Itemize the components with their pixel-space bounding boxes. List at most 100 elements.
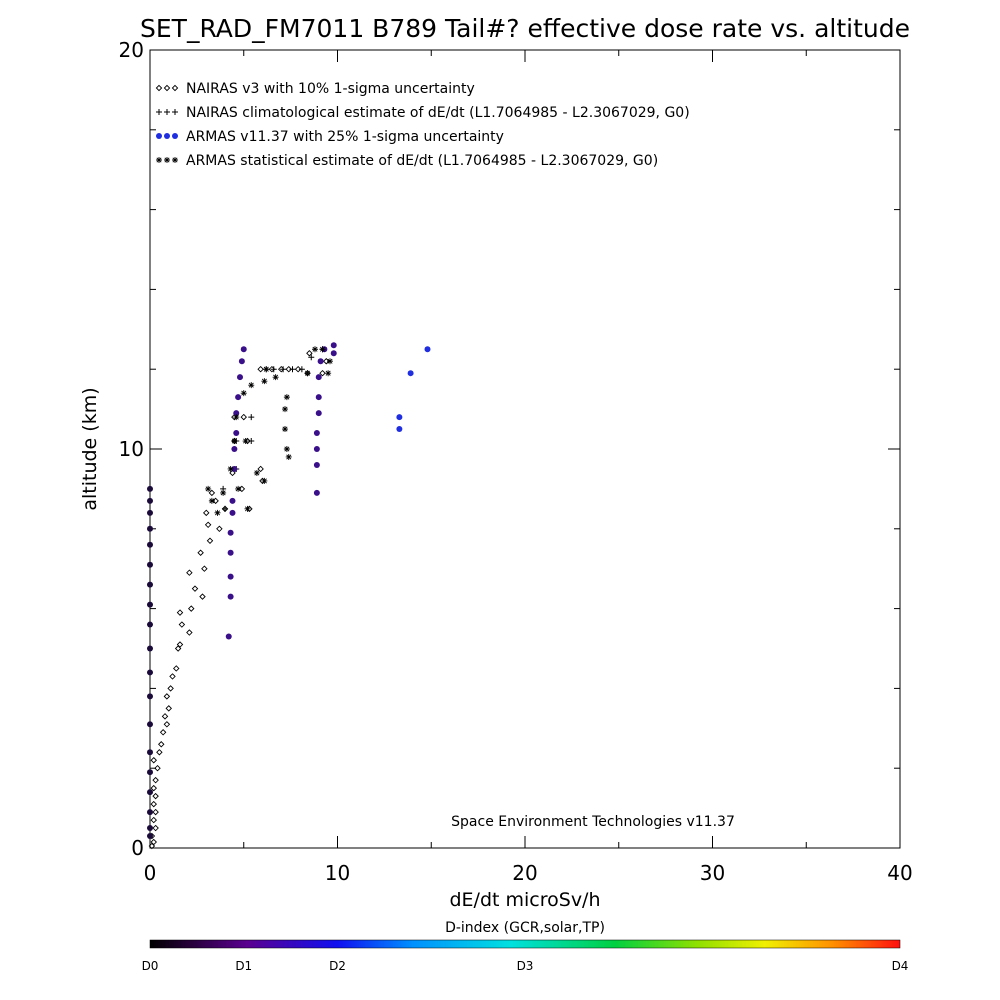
- asterisk-point: [285, 453, 292, 460]
- diamond-point: [191, 585, 199, 592]
- dot-point: [147, 669, 153, 676]
- y-axis-label: altitude (km): [79, 387, 101, 510]
- legend-label: ARMAS statistical estimate of dE/dt (L1.…: [186, 153, 658, 169]
- plus-point: [248, 414, 255, 421]
- diamond-point: [150, 784, 157, 792]
- asterisk-point: [172, 157, 178, 163]
- dot-point: [313, 461, 320, 468]
- diamond-point: [294, 365, 302, 373]
- asterisk-point: [205, 485, 212, 492]
- dot-point: [424, 346, 431, 353]
- dot-point: [315, 394, 322, 401]
- colorbar-title: D-index (GCR,solar,TP): [445, 920, 605, 936]
- plus-point: [289, 366, 296, 373]
- dot-point: [231, 465, 238, 472]
- asterisk-point: [263, 366, 270, 373]
- diamond-point: [212, 497, 219, 505]
- legend-label: NAIRAS v3 with 10% 1-sigma uncertainty: [186, 81, 475, 97]
- diamond-point: [150, 756, 157, 764]
- dot-point: [227, 593, 234, 600]
- diamond-point: [167, 685, 174, 692]
- plus-point: [280, 366, 287, 373]
- asterisk-point: [282, 426, 288, 433]
- diamond-point: [204, 521, 212, 529]
- diamond-point: [208, 489, 216, 497]
- dot-point: [147, 749, 153, 756]
- asterisk-point: [261, 477, 268, 484]
- dot-point: [147, 525, 153, 532]
- legend-label: NAIRAS climatological estimate of dE/dt …: [186, 105, 690, 121]
- asterisk-point: [327, 358, 333, 365]
- plus-point: [298, 366, 305, 373]
- asterisk-point: [312, 346, 318, 353]
- diamond-point: [152, 792, 159, 800]
- colorbar-label: D2: [329, 959, 346, 973]
- dot-point: [227, 573, 234, 580]
- diamond-point: [152, 808, 159, 816]
- x-tick-label: 20: [512, 861, 537, 885]
- plus-point: [308, 354, 315, 361]
- chart-title: SET_RAD_FM7011 B789 Tail#? effective dos…: [140, 14, 910, 43]
- dot-point: [172, 133, 178, 139]
- asterisk-point: [233, 414, 240, 421]
- dot-point: [317, 358, 324, 365]
- colorbar-label: D3: [517, 959, 534, 973]
- asterisk-point: [319, 346, 326, 353]
- diamond-point: [176, 641, 184, 648]
- data-points: [147, 342, 431, 850]
- diamond-point: [206, 537, 214, 545]
- diamond-point: [323, 357, 330, 365]
- diamond-point: [173, 665, 180, 672]
- dot-point: [231, 446, 238, 452]
- dot-point: [147, 789, 153, 796]
- dot-point: [396, 414, 403, 421]
- asterisk-point: [242, 438, 249, 445]
- dot-point: [233, 430, 240, 437]
- dot-point: [229, 509, 236, 516]
- dot-point: [229, 497, 236, 504]
- colorbar-label: D1: [235, 959, 252, 973]
- asterisk-point: [282, 406, 288, 413]
- x-tick-label: 30: [700, 861, 725, 885]
- dot-point: [147, 601, 153, 608]
- dot-point: [313, 430, 320, 437]
- dot-point: [330, 342, 337, 349]
- dot-point: [147, 561, 153, 568]
- asterisk-point: [214, 509, 221, 516]
- diamond-point: [257, 365, 264, 373]
- diamond-point: [216, 525, 223, 533]
- asterisk-point: [231, 438, 238, 445]
- diamond-point: [163, 721, 171, 728]
- diamond-point: [257, 465, 264, 473]
- colorbar-labels: D0 D1 D2 D3 D4: [142, 959, 909, 973]
- x-axis-label: dE/dt microSv/h: [449, 889, 600, 911]
- diamond-point: [150, 800, 157, 808]
- asterisk-point: [304, 370, 311, 377]
- diamond-point: [319, 369, 326, 377]
- diamond-point: [171, 84, 179, 92]
- y-tick-label: 0: [131, 836, 144, 860]
- diamond-point: [188, 605, 195, 612]
- diamond-point: [201, 565, 208, 572]
- dot-point: [164, 133, 170, 139]
- diamond-point: [229, 469, 236, 477]
- x-tick-label: 40: [887, 861, 912, 885]
- dot-point: [235, 394, 242, 401]
- dot-point: [147, 721, 153, 728]
- diamond-point: [238, 485, 246, 493]
- credit-annotation: Space Environment Technologies v11.37: [451, 814, 735, 830]
- diamond-point: [163, 693, 171, 700]
- dot-point: [147, 809, 153, 816]
- diamond-point: [150, 838, 157, 846]
- diamond-point: [155, 84, 163, 92]
- dot-point: [147, 581, 153, 588]
- diamond-point: [154, 764, 161, 772]
- dot-point: [313, 489, 320, 496]
- asterisk-point: [220, 489, 227, 496]
- colorbar-label: D0: [142, 959, 159, 973]
- diamond-point: [186, 569, 193, 576]
- y-tick-label: 10: [119, 437, 144, 461]
- diamond-point: [178, 621, 186, 628]
- legend-label: ARMAS v11.37 with 25% 1-sigma uncertaint…: [186, 129, 504, 145]
